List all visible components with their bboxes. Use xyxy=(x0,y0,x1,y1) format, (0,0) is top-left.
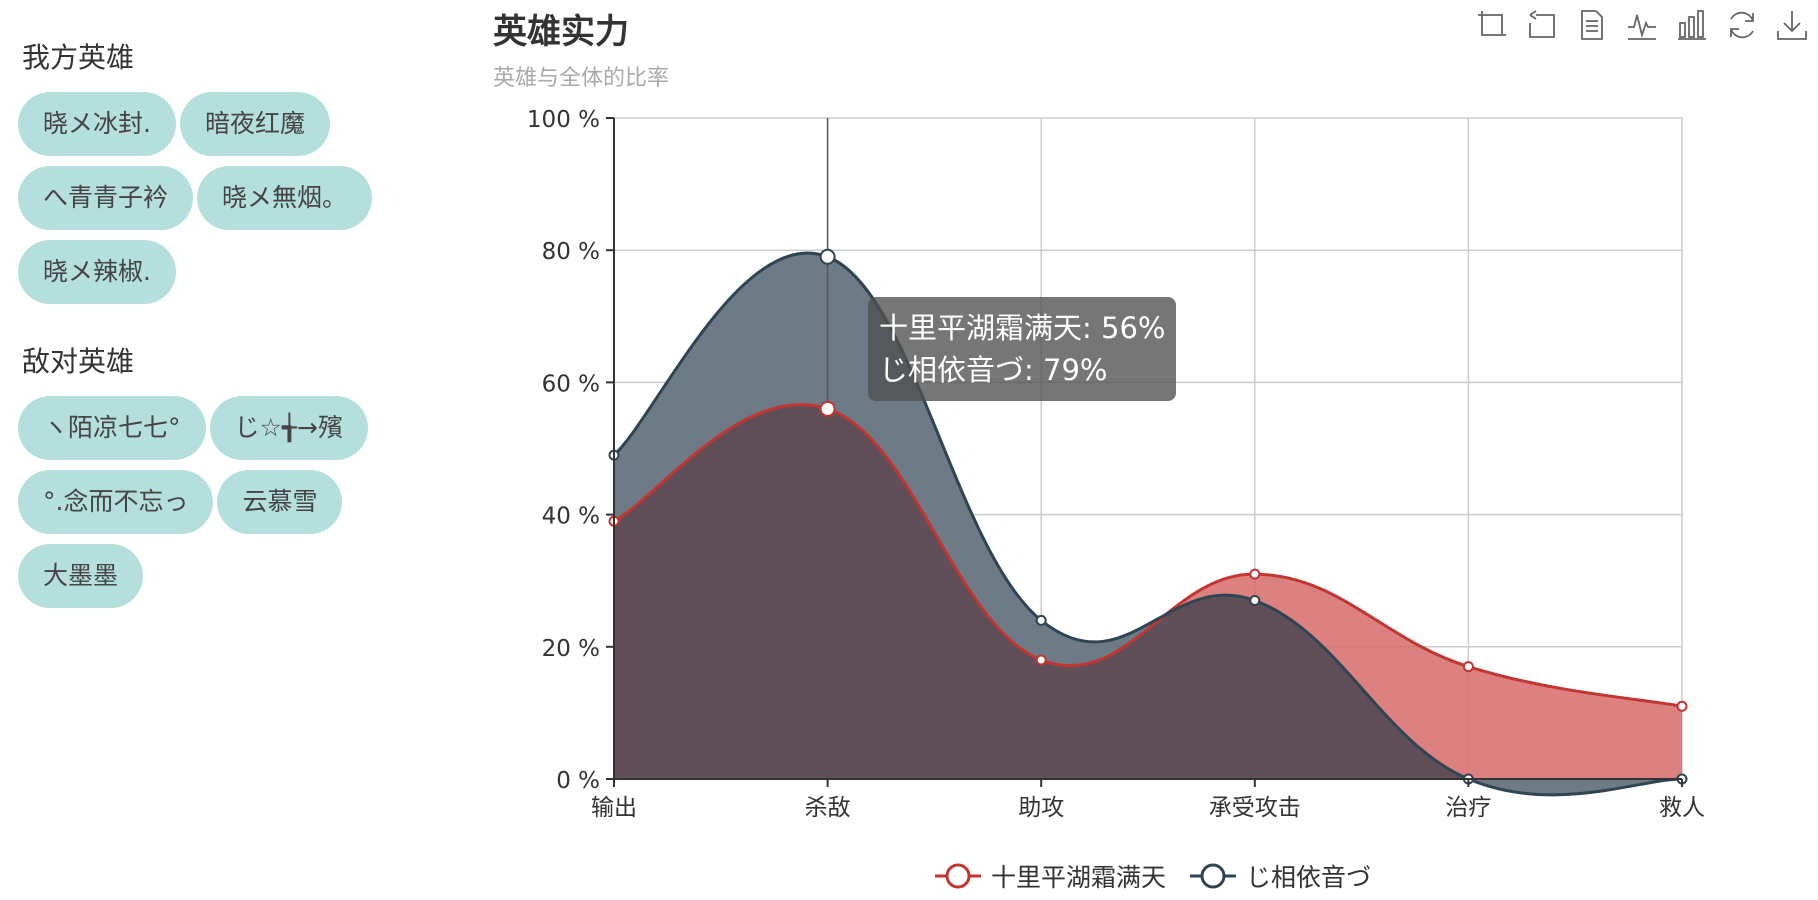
chart-subtitle: 英雄与全体的比率 xyxy=(493,66,670,91)
legend-item-series-1[interactable]: 十里平湖霜满天 xyxy=(933,858,1166,894)
hero-tag[interactable]: 晓メ冰封. xyxy=(18,92,176,156)
zoom-icon[interactable] xyxy=(1476,8,1508,42)
tooltip-line: じ相依音づ: 79% xyxy=(879,353,1108,387)
chart-tooltip: 十里平湖霜满天: 56% じ相依音づ: 79% xyxy=(868,297,1177,401)
data-point xyxy=(819,400,836,417)
x-tick-label: 承受攻击 xyxy=(1209,795,1301,821)
legend-line-circle-icon xyxy=(1190,863,1237,889)
x-tick-label: 杀敌 xyxy=(805,795,851,821)
legend-line-circle-icon xyxy=(935,863,981,889)
hero-tag[interactable]: °.念而不忘っ xyxy=(18,470,214,534)
chart-toolbox xyxy=(1476,8,1808,42)
hero-tag[interactable]: ヽ陌凉七七° xyxy=(18,396,206,460)
x-tick-label: 治疗 xyxy=(1445,795,1491,821)
enemy-heroes-list: ヽ陌凉七七° じ☆╅→殯 °.念而不忘っ 云慕雪 大墨墨 xyxy=(18,396,418,608)
hero-tag[interactable]: 晓メ辣椒. xyxy=(18,240,176,304)
legend-label: 十里平湖霜满天 xyxy=(991,863,1167,892)
hero-sidebar: 我方英雄 晓メ冰封. 暗夜红魔 へ青青子衿 晓メ無烟。 晓メ辣椒. 敌对英雄 ヽ… xyxy=(18,0,438,608)
hero-tag[interactable]: じ☆╅→殯 xyxy=(209,396,368,460)
data-point xyxy=(1249,595,1261,607)
enemy-heroes-title: 敌对英雄 xyxy=(22,345,135,378)
hero-tag[interactable]: 暗夜红魔 xyxy=(179,92,330,156)
hero-tag[interactable]: 大墨墨 xyxy=(18,544,144,608)
data-point xyxy=(1676,700,1688,712)
legend-item-series-2[interactable]: じ相依音づ xyxy=(1188,858,1371,894)
y-tick-label: 60 % xyxy=(542,371,600,397)
x-tick-label: 助攻 xyxy=(1018,795,1064,821)
data-view-icon[interactable] xyxy=(1576,8,1608,42)
our-heroes-title: 我方英雄 xyxy=(22,41,135,74)
chart-legend: 十里平湖霜满天 じ相依音づ xyxy=(933,858,1371,894)
restore-icon[interactable] xyxy=(1726,8,1758,42)
data-point xyxy=(1035,654,1047,666)
data-point xyxy=(1035,614,1047,626)
y-tick-label: 40 % xyxy=(542,504,600,530)
y-tick-label: 0 % xyxy=(556,768,600,794)
hero-tag[interactable]: へ青青子衿 xyxy=(18,166,194,230)
y-tick-label: 100 % xyxy=(527,107,600,133)
data-point xyxy=(1462,661,1474,673)
y-tick-label: 80 % xyxy=(542,239,600,265)
hero-tag[interactable]: 晓メ無烟。 xyxy=(197,166,373,230)
y-tick-label: 20 % xyxy=(542,636,600,662)
zoom-reset-icon[interactable] xyxy=(1526,8,1558,42)
our-heroes-list: 晓メ冰封. 暗夜红魔 へ青青子衿 晓メ無烟。 晓メ辣椒. xyxy=(18,92,418,304)
hero-tag[interactable]: 云慕雪 xyxy=(217,470,343,534)
data-point xyxy=(819,248,836,265)
x-tick-label: 输出 xyxy=(591,795,637,821)
chart-title: 英雄实力 xyxy=(493,12,629,52)
tooltip-line: 十里平湖霜满天: 56% xyxy=(879,311,1166,345)
save-image-icon[interactable] xyxy=(1776,8,1808,42)
legend-label: じ相依音づ xyxy=(1246,863,1372,892)
line-chart-icon[interactable] xyxy=(1626,8,1658,42)
bar-chart-icon[interactable] xyxy=(1676,8,1708,42)
data-point xyxy=(1249,568,1261,580)
x-tick-label: 救人 xyxy=(1659,795,1705,821)
